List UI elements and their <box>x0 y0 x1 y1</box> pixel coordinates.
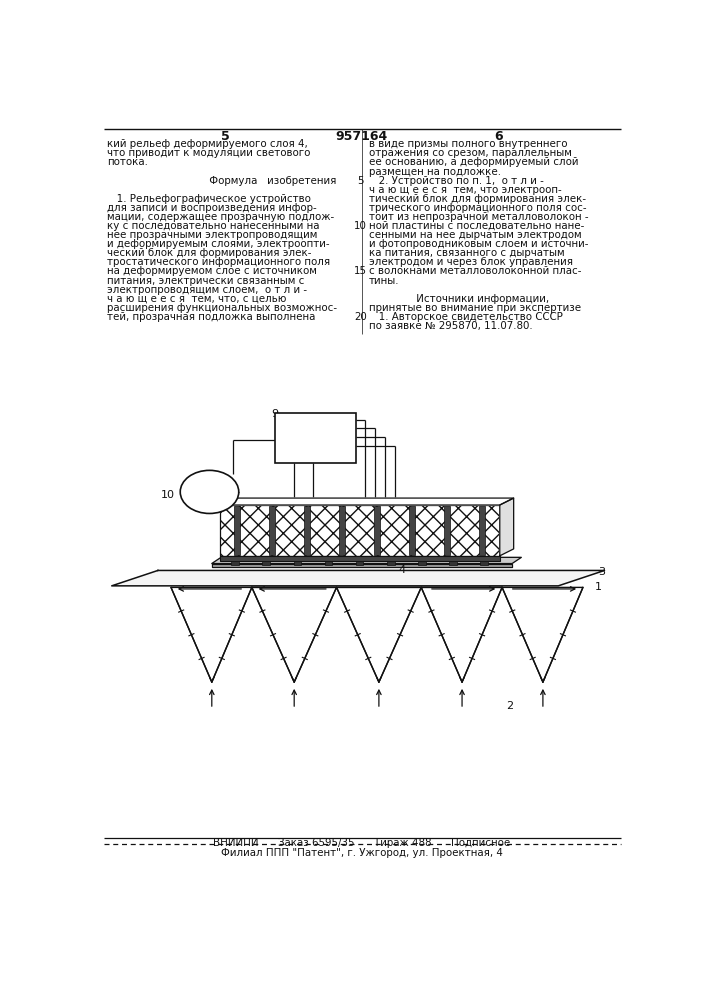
Text: ку с последовательно нанесенными на: ку с последовательно нанесенными на <box>107 221 320 231</box>
Text: ческий блок для формирования элек-: ческий блок для формирования элек- <box>107 248 312 258</box>
Bar <box>356 561 363 565</box>
Polygon shape <box>212 557 521 564</box>
Text: отражения со срезом, параллельным: отражения со срезом, параллельным <box>369 148 572 158</box>
Bar <box>231 561 239 565</box>
Bar <box>449 561 457 565</box>
Text: тоит из непрозрачной металловолокон -: тоит из непрозрачной металловолокон - <box>369 212 588 222</box>
Bar <box>374 506 380 555</box>
Text: ной пластины с последовательно нане-: ной пластины с последовательно нане- <box>369 221 584 231</box>
Text: расширения функциональных возможнос-: расширения функциональных возможнос- <box>107 303 337 313</box>
Text: на деформируемом слое с источником: на деформируемом слое с источником <box>107 266 317 276</box>
Text: питания, электрически связанным с: питания, электрически связанным с <box>107 276 305 286</box>
Bar <box>304 506 310 555</box>
Text: размещен на подложке.: размещен на подложке. <box>369 167 501 177</box>
Text: тический блок для формирования элек-: тический блок для формирования элек- <box>369 194 586 204</box>
Text: электропроводящим слоем,  о т л и -: электропроводящим слоем, о т л и - <box>107 285 308 295</box>
Bar <box>418 561 426 565</box>
Text: 2. Устройство по п. 1,  о т л и -: 2. Устройство по п. 1, о т л и - <box>369 176 544 186</box>
Text: Источники информации,: Источники информации, <box>399 294 549 304</box>
Text: 1. Рельефографическое устройство: 1. Рельефографическое устройство <box>107 194 311 204</box>
Text: 957164: 957164 <box>336 130 388 143</box>
Text: в виде призмы полного внутреннего: в виде призмы полного внутреннего <box>369 139 568 149</box>
Bar <box>219 556 500 561</box>
Text: сенными на нее дырчатым электродом: сенными на нее дырчатым электродом <box>369 230 581 240</box>
Text: нее прозрачными электропроводящим: нее прозрачными электропроводящим <box>107 230 317 240</box>
Text: тины.: тины. <box>369 276 399 286</box>
Bar <box>275 413 356 463</box>
Text: 8: 8 <box>493 507 500 517</box>
Text: ч а ю щ е е с я  тем, что, с целью: ч а ю щ е е с я тем, что, с целью <box>107 294 286 304</box>
Text: 7: 7 <box>502 544 509 554</box>
Text: тростатического информационного поля: тростатического информационного поля <box>107 257 330 267</box>
Text: 5: 5 <box>357 176 363 186</box>
Text: ВНИИПИ      Заказ 6595/35      Тираж 488      Подписное: ВНИИПИ Заказ 6595/35 Тираж 488 Подписное <box>214 838 510 848</box>
Bar <box>262 561 270 565</box>
Text: трического информационного поля сос-: трического информационного поля сос- <box>369 203 587 213</box>
Bar <box>409 506 415 555</box>
Text: Филиал ППП "Патент", г. Ужгород, ул. Проектная, 4: Филиал ППП "Патент", г. Ужгород, ул. Про… <box>221 848 503 858</box>
Text: 20: 20 <box>354 312 367 322</box>
Text: 3: 3 <box>598 567 605 577</box>
Text: 10: 10 <box>161 490 175 500</box>
Text: 1. Авторское свидетельство СССР: 1. Авторское свидетельство СССР <box>369 312 563 322</box>
Polygon shape <box>500 498 514 556</box>
Text: 6: 6 <box>502 532 509 542</box>
Text: 6: 6 <box>494 130 503 143</box>
Text: 10: 10 <box>354 221 367 231</box>
Text: кий рельеф деформируемого слоя 4,: кий рельеф деформируемого слоя 4, <box>107 139 308 149</box>
Bar <box>293 561 301 565</box>
Text: 1: 1 <box>595 582 602 592</box>
Bar <box>325 561 332 565</box>
Text: что приводит к модуляции светового: что приводит к модуляции светового <box>107 148 310 158</box>
Bar <box>480 561 488 565</box>
Text: 4: 4 <box>398 565 405 575</box>
Text: 5: 5 <box>504 518 511 528</box>
Text: принятые во внимание при экспертизе: принятые во внимание при экспертизе <box>369 303 581 313</box>
Text: и деформируемым слоями, электроопти-: и деформируемым слоями, электроопти- <box>107 239 329 249</box>
Text: электродом и через блок управления: электродом и через блок управления <box>369 257 573 267</box>
Bar <box>269 506 275 555</box>
Polygon shape <box>212 564 512 567</box>
Text: и фотопроводниковым слоем и источни-: и фотопроводниковым слоем и источни- <box>369 239 588 249</box>
Text: с волокнами металловолоконной плас-: с волокнами металловолоконной плас- <box>369 266 581 276</box>
Bar <box>339 506 345 555</box>
Text: 9: 9 <box>271 409 279 419</box>
Text: мации, содержащее прозрачную подлож-: мации, содержащее прозрачную подлож- <box>107 212 334 222</box>
Bar <box>444 506 450 555</box>
Bar <box>219 505 500 556</box>
Polygon shape <box>112 570 604 586</box>
Text: ч а ю щ е е с я  тем, что электрооп-: ч а ю щ е е с я тем, что электрооп- <box>369 185 561 195</box>
Text: 2: 2 <box>506 701 513 711</box>
Text: Формула   изобретения: Формула изобретения <box>193 176 337 186</box>
Polygon shape <box>219 498 514 505</box>
Ellipse shape <box>180 470 239 513</box>
Text: тей, прозрачная подложка выполнена: тей, прозрачная подложка выполнена <box>107 312 315 322</box>
Bar <box>387 561 395 565</box>
Text: по заявке № 295870, 11.07.80.: по заявке № 295870, 11.07.80. <box>369 321 532 331</box>
Text: для записи и воспроизведения инфор-: для записи и воспроизведения инфор- <box>107 203 317 213</box>
Text: ка питания, связанного с дырчатым: ка питания, связанного с дырчатым <box>369 248 564 258</box>
Text: 15: 15 <box>354 266 367 276</box>
Text: 8: 8 <box>395 503 402 513</box>
Text: потока.: потока. <box>107 157 148 167</box>
Bar <box>479 506 485 555</box>
Text: 5: 5 <box>221 130 229 143</box>
Bar <box>234 506 240 555</box>
Text: ее основанию, а деформируемый слой: ее основанию, а деформируемый слой <box>369 157 578 167</box>
